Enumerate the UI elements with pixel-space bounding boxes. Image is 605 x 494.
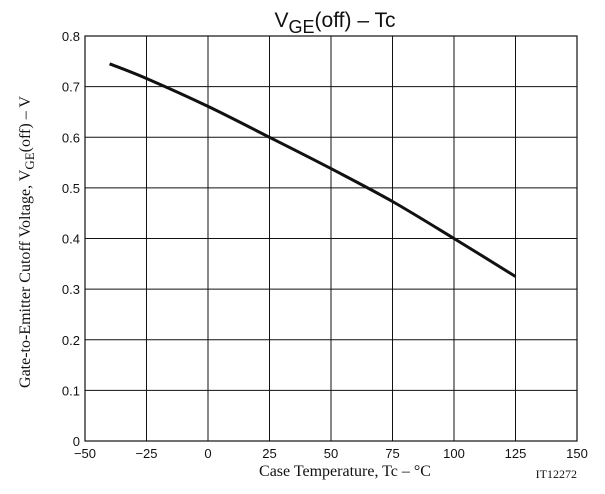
y-tick-label: 0.8 (62, 29, 80, 44)
x-tick-label: −25 (135, 446, 157, 461)
chart-title: VGE(off) – Tc (275, 9, 396, 37)
title-rest: (off) – Tc (315, 9, 396, 32)
x-tick-label: 25 (262, 446, 276, 461)
y-axis-label: Gate-to-Emitter Cutoff Voltage, VGE(off)… (17, 96, 37, 388)
y-axis-ticks: 0 0.1 0.2 0.3 0.4 0.5 0.6 0.7 0.8 (62, 29, 80, 449)
y-tick-label: 0.6 (62, 130, 80, 145)
x-axis-ticks: −50 −25 0 25 50 75 100 125 150 (74, 446, 588, 461)
y-tick-label: 0.5 (62, 181, 80, 196)
series-layer (109, 62, 517, 278)
figure-code: IT12272 (536, 467, 577, 481)
y-label-subscript: GE (22, 152, 37, 169)
y-tick-label: 0.3 (62, 282, 80, 297)
grid (84, 35, 578, 442)
x-tick-label: 100 (443, 446, 465, 461)
x-tick-label: −50 (74, 446, 96, 461)
y-label-main: Gate-to-Emitter Cutoff Voltage, V (17, 169, 34, 388)
plot-frame (84, 35, 578, 442)
y-tick-label: 0.2 (62, 333, 80, 348)
x-tick-label: 50 (324, 446, 338, 461)
x-tick-label: 75 (385, 446, 399, 461)
x-tick-label: 125 (505, 446, 527, 461)
y-tick-label: 0 (73, 434, 80, 449)
x-tick-label: 150 (566, 446, 588, 461)
y-tick-label: 0.7 (62, 80, 80, 95)
y-tick-label: 0.4 (62, 232, 80, 247)
y-tick-label: 0.1 (62, 383, 80, 398)
x-axis-label: Case Temperature, Tc – °C (259, 463, 431, 480)
x-tick-label: 0 (204, 446, 211, 461)
y-label-rest: (off) – V (17, 96, 34, 153)
title-main: V (275, 9, 289, 32)
series-line (109, 62, 517, 278)
title-subscript: GE (289, 17, 315, 37)
